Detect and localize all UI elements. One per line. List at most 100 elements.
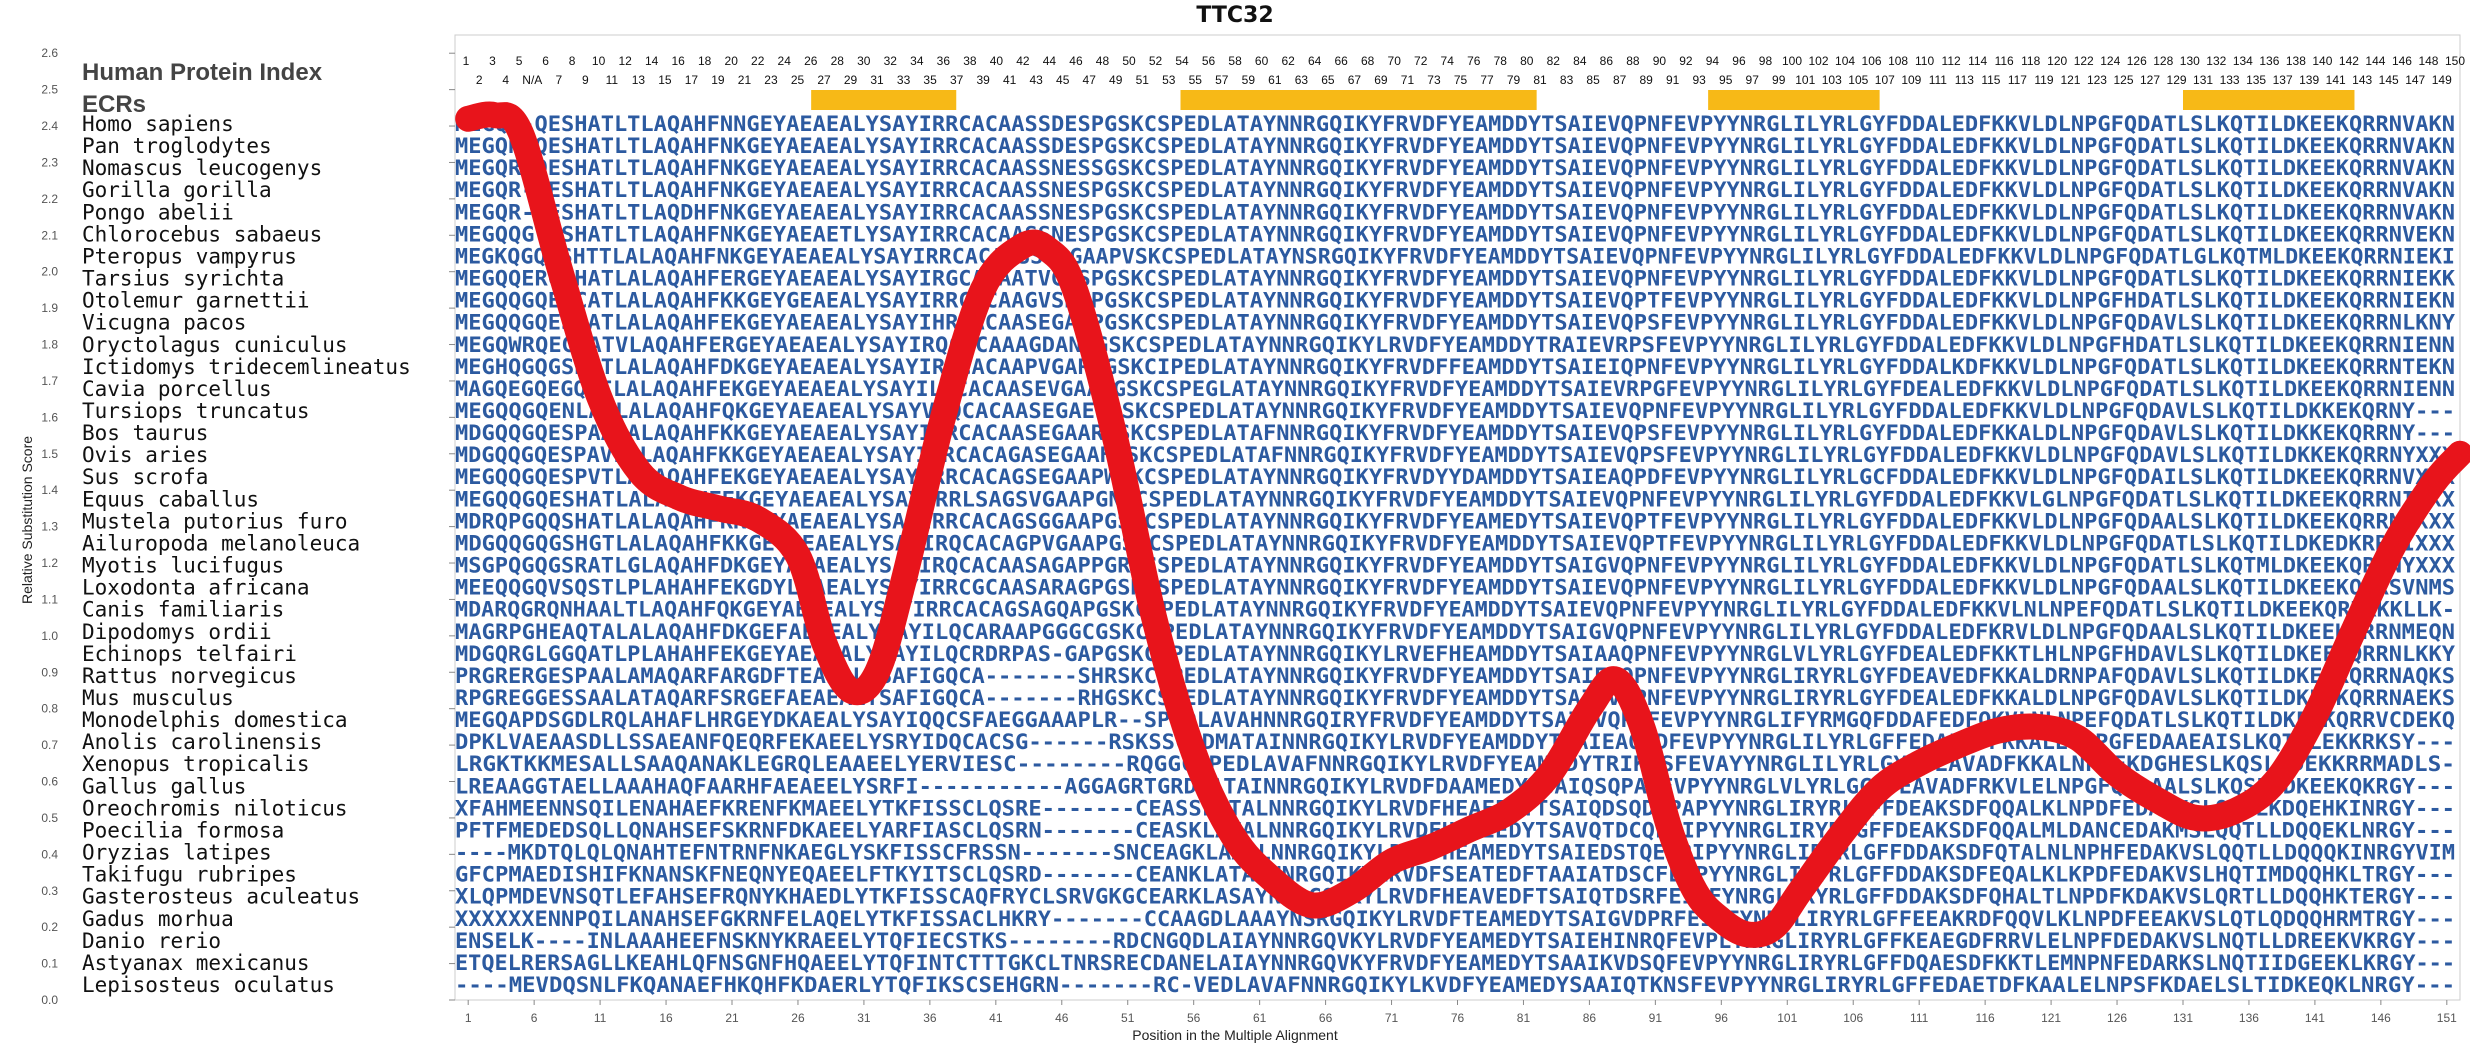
ecr-bar <box>1708 90 1880 110</box>
index-label-top: 50 <box>1122 54 1136 68</box>
index-label-bottom: 77 <box>1480 73 1494 87</box>
index-label-top: 126 <box>2127 54 2147 68</box>
index-label-top: 72 <box>1414 54 1428 68</box>
index-label-top: 30 <box>857 54 871 68</box>
index-label-bottom: 19 <box>711 73 725 87</box>
sequence-row: MEGQQGQESPVTLARAQAHFEKGEYAEAEALYSAYIRRCA… <box>455 465 2455 489</box>
alignment: Homo sapiens MEGQR-QESHATLTLAQAHFNNGEYAEA… <box>82 112 2455 997</box>
species-name: Takifugu rubripes <box>82 863 297 887</box>
species-name: Bos taurus <box>82 421 208 445</box>
index-label-top: 114 <box>1968 54 1987 68</box>
index-label-bottom: 145 <box>2379 73 2399 87</box>
ecr-bar <box>2182 90 2355 110</box>
x-tick-label: 56 <box>1187 1011 1201 1025</box>
species-name: Cavia porcellus <box>82 377 272 401</box>
species-name: Tarsius syrichta <box>82 267 284 291</box>
y-tick-label: 1.5 <box>41 447 58 461</box>
sequence-row: MEGQQGQENLATLALAQAHFQKGEYAEAEALYSAYVRQCA… <box>455 399 2455 423</box>
y-axis: 0.0 0.1 0.2 0.3 0.4 0.5 0.6 0.7 0.8 0.9 1.0 1.1 1.2 1… <box>41 46 455 1007</box>
index-label-bottom: 73 <box>1427 73 1441 87</box>
species-name: Mus musculus <box>82 686 234 710</box>
index-label-top: 110 <box>1915 54 1934 68</box>
species-name: Pongo abelii <box>82 200 234 224</box>
species-name: Echinops telfairi <box>82 642 297 666</box>
species-name: Pteropus vampyrus <box>82 244 297 268</box>
x-tick-label: 46 <box>1055 1011 1069 1025</box>
index-label-top: 60 <box>1255 54 1269 68</box>
series-layer <box>455 101 2470 948</box>
index-label-bottom: 133 <box>2220 73 2240 87</box>
index-label-bottom: 143 <box>2352 73 2372 87</box>
x-tick-label: 126 <box>2107 1011 2127 1025</box>
species-name: Chlorocebus sabaeus <box>82 222 322 246</box>
sequence-row: MDGQQGQGSHGTLALAQAHFKKGEYAEAEALYSAYIRQCA… <box>455 531 2455 555</box>
species-name: Xenopus tropicalis <box>82 752 310 776</box>
species-name: Lepisosteus oculatus <box>82 973 335 997</box>
index-label-top: 64 <box>1308 54 1322 68</box>
index-label-top: 98 <box>1759 54 1773 68</box>
index-label-bottom: 95 <box>1719 73 1733 87</box>
index-label-top: 20 <box>725 54 739 68</box>
index-label-bottom: 83 <box>1560 73 1574 87</box>
index-label-top: 148 <box>2418 54 2438 68</box>
species-name: Ictidomys tridecemlineatus <box>82 355 411 379</box>
sequence-row: XFAHMEENNSQILENAHAEFKRENFKMAEELYTKFISSCL… <box>455 796 2455 820</box>
sequence-row: MAGQEGQEGQAILALAQAHFEKGEYAEAEALYSAYILRCA… <box>455 377 2455 401</box>
species-name: Equus caballus <box>82 487 259 511</box>
index-label-top: 28 <box>831 54 845 68</box>
x-tick-label: 136 <box>2239 1011 2259 1025</box>
index-label-bottom: 97 <box>1746 73 1760 87</box>
y-tick-label: 2.1 <box>41 228 58 242</box>
y-tick-label: 1.0 <box>41 629 58 643</box>
index-label-top: 124 <box>2100 54 2120 68</box>
sequence-row: MEGKQGQESHTTLALAQAHFNKGEYAEAEALYSAYIRRCA… <box>455 244 2455 268</box>
index-label-bottom: 23 <box>764 73 778 87</box>
index-label-bottom: 119 <box>2034 73 2053 87</box>
sequence-row: MEGQWRQEGHATVLAQAHFERGEYAEAEALYSAYIRQCAC… <box>455 333 2455 357</box>
sequence-row: MEEQQGQVSQSTLPLAHAHFEKGDYLEAEALYSAYIRRCG… <box>455 576 2455 600</box>
y-tick-label: 0.4 <box>41 847 58 861</box>
sequence-row: MEGHQGQGSHDTLALAQAHFDKGEYAEAEALYSAYIRRCA… <box>455 355 2455 379</box>
index-label-bottom: 103 <box>1822 73 1842 87</box>
y-tick-label: 1.1 <box>41 592 58 606</box>
ecr-bars <box>811 90 2355 110</box>
sequence-row: GFCPMAEDISHIFKNANSKFNEQNYEQAEELFTKYITSCL… <box>455 863 2455 887</box>
index-label-top: 104 <box>1835 54 1855 68</box>
index-label-top: 3 <box>489 54 496 68</box>
index-label-top: 36 <box>937 54 951 68</box>
x-tick-label: 31 <box>857 1011 871 1025</box>
index-label-top: 54 <box>1175 54 1189 68</box>
index-label-bottom: 7 <box>555 73 562 87</box>
index-label-bottom: 111 <box>1929 73 1948 87</box>
y-axis-label: Relative Substitution Score <box>19 436 35 604</box>
index-label-bottom: 129 <box>2167 73 2187 87</box>
index-label-top: 78 <box>1494 54 1508 68</box>
index-label-bottom: 49 <box>1109 73 1123 87</box>
species-name: Gallus gallus <box>82 774 246 798</box>
index-label-bottom: 9 <box>582 73 589 87</box>
y-tick-label: 0.1 <box>41 957 58 971</box>
y-tick-label: 1.3 <box>41 520 58 534</box>
species-name: Gasterosteus aculeatus <box>82 885 360 909</box>
sequence-row: MEGQQG-ESHATLTLAQAHFNKGEYAEAETLYSAYIRRCA… <box>455 222 2455 246</box>
index-label-top: 40 <box>990 54 1004 68</box>
index-label-top: 24 <box>778 54 792 68</box>
index-label-bottom: 63 <box>1295 73 1309 87</box>
index-label-top: 116 <box>1995 54 2014 68</box>
x-tick-label: 81 <box>1517 1011 1531 1025</box>
index-label-bottom: 29 <box>844 73 858 87</box>
species-name: Myotis lucifugus <box>82 554 284 578</box>
species-name: Oreochromis niloticus <box>82 796 348 820</box>
index-label-top: 84 <box>1573 54 1587 68</box>
index-label-top: 100 <box>1782 54 1802 68</box>
index-label-top: 82 <box>1547 54 1561 68</box>
species-name: Homo sapiens <box>82 112 234 136</box>
index-label-top: 68 <box>1361 54 1375 68</box>
species-name: Oryzias latipes <box>82 841 272 865</box>
index-label-top: 74 <box>1441 54 1455 68</box>
index-label-top: 142 <box>2339 54 2359 68</box>
x-tick-label: 66 <box>1319 1011 1333 1025</box>
y-tick-label: 0.8 <box>41 702 58 716</box>
index-label-bottom: 59 <box>1242 73 1256 87</box>
x-tick-label: 111 <box>1910 1011 1929 1025</box>
